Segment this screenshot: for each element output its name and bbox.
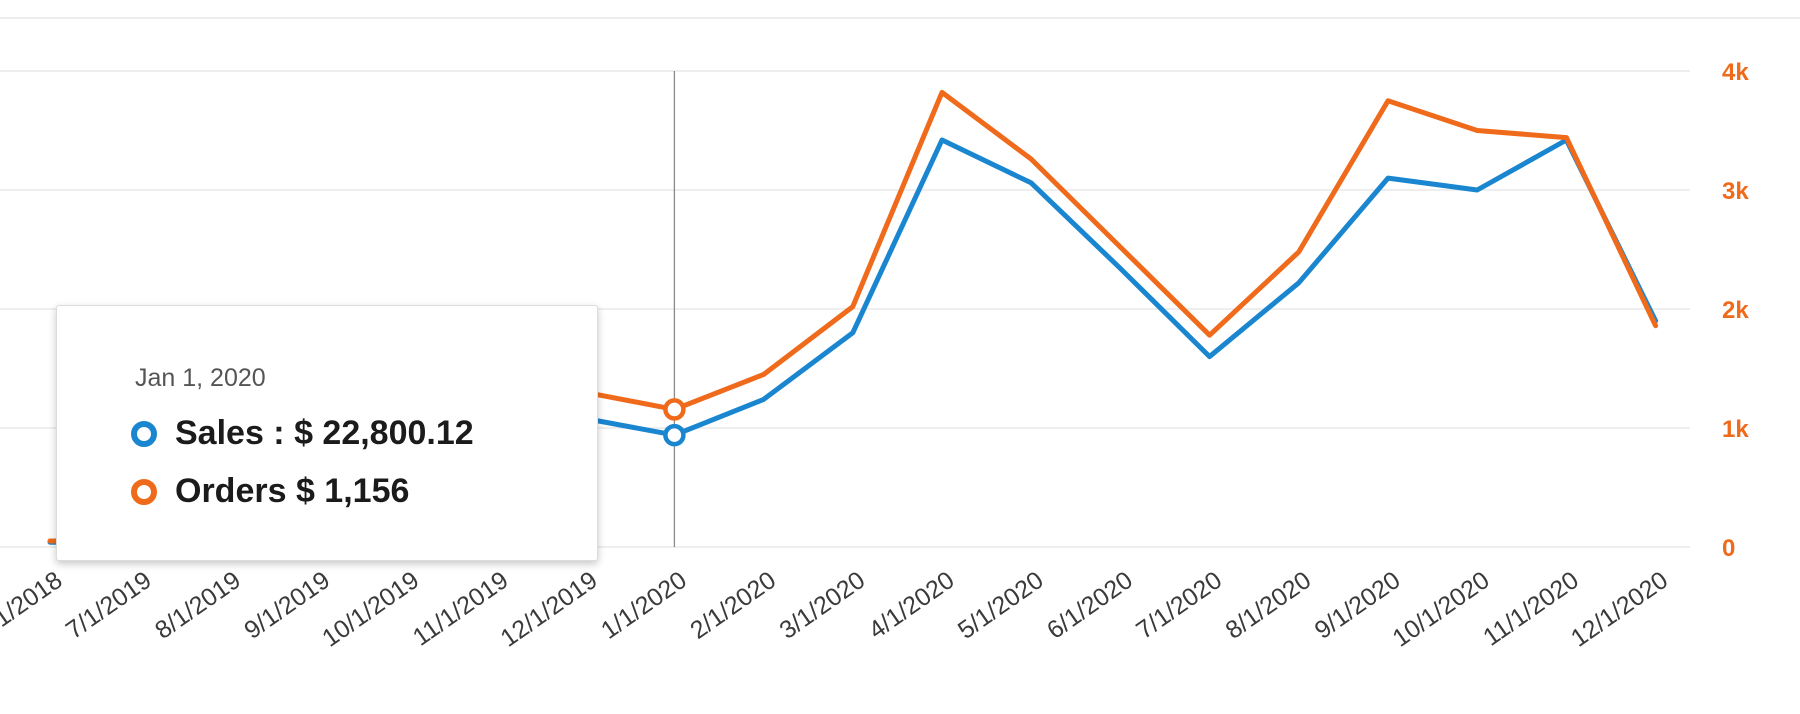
x-tick-label: 10/1/2020 <box>1387 566 1494 653</box>
y-tick-label: 4k <box>1722 59 1749 86</box>
tooltip-row-sales: Sales : $ 22,800.12 <box>131 414 474 453</box>
x-tick-label: 3/1/2020 <box>774 566 870 645</box>
x-tick-label: 11/1/2019 <box>408 566 514 652</box>
x-tick-label: 6/1/2018 <box>0 566 67 645</box>
x-tick-label: 8/1/2019 <box>150 566 246 645</box>
x-tick-label: 11/1/2020 <box>1478 566 1584 652</box>
highlight-point-sales <box>663 423 686 447</box>
x-tick-label: 2/1/2020 <box>685 566 781 645</box>
y-tick-label: 1k <box>1722 416 1749 443</box>
sales-marker-icon <box>131 420 157 447</box>
orders-marker-icon <box>131 478 157 505</box>
x-tick-label: 8/1/2020 <box>1220 566 1316 645</box>
tooltip-row-orders: Orders $ 1,156 <box>131 472 409 511</box>
tooltip-orders-text: Orders $ 1,156 <box>175 472 410 510</box>
y-tick-label: 0 <box>1722 535 1735 562</box>
x-tick-label: 12/1/2019 <box>495 566 602 653</box>
x-tick-label: 4/1/2020 <box>864 566 960 645</box>
highlight-point-orders <box>663 398 686 421</box>
x-tick-label: 1/1/2020 <box>596 566 692 645</box>
x-tick-label: 5/1/2020 <box>953 566 1049 645</box>
tooltip-sales-text: Sales : $ 22,800.12 <box>175 414 474 452</box>
chart-tooltip: Jan 1, 2020 Sales : $ 22,800.12 Orders $… <box>56 305 598 561</box>
y-tick-label: 3k <box>1722 178 1749 205</box>
x-axis-tick-labels: 6/1/20187/1/20198/1/20199/1/201910/1/201… <box>0 566 1673 653</box>
x-tick-label: 12/1/2020 <box>1566 566 1673 653</box>
highlight-markers <box>663 398 686 447</box>
y-tick-label: 2k <box>1722 297 1749 324</box>
y-axis-tick-labels: 0 1k 2k 3k 4k <box>1722 59 1749 562</box>
x-tick-label: 6/1/2020 <box>1042 566 1138 645</box>
x-tick-label: 7/1/2020 <box>1131 566 1227 645</box>
x-tick-label: 10/1/2019 <box>317 566 424 653</box>
tooltip-date: Jan 1, 2020 <box>135 364 266 392</box>
x-tick-label: 7/1/2019 <box>61 566 157 645</box>
